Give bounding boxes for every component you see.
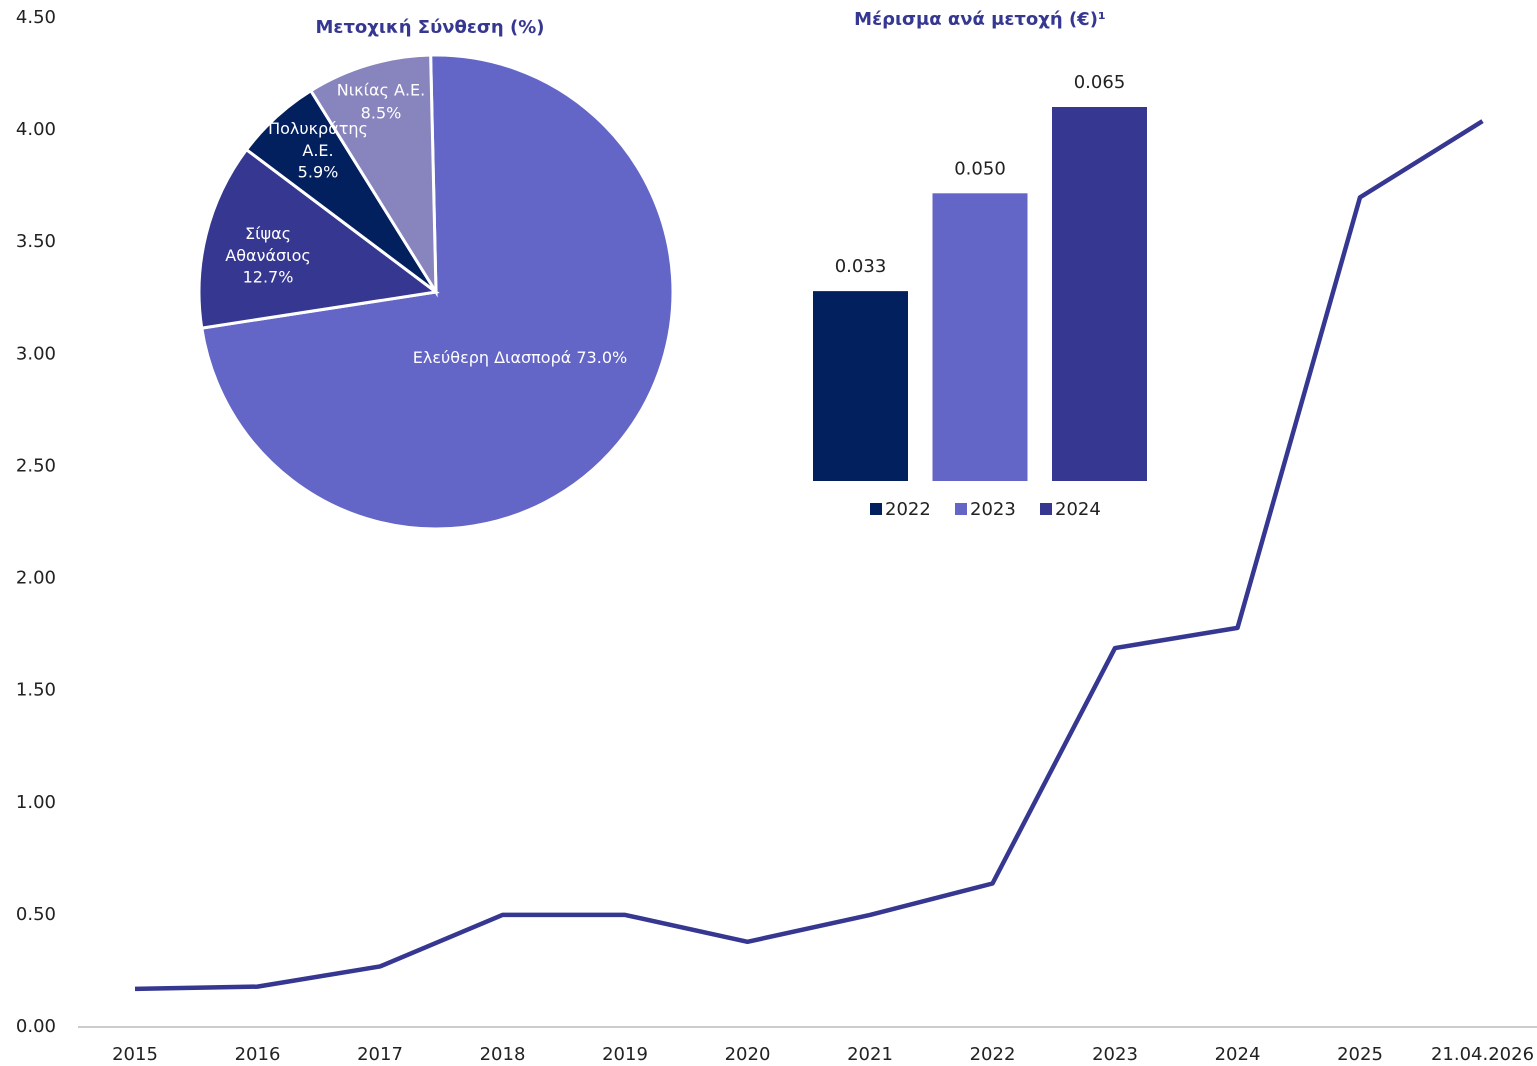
y-tick-label: 0.50 bbox=[16, 904, 56, 925]
y-tick-label: 1.50 bbox=[16, 680, 56, 701]
x-tick-label: 2024 bbox=[1215, 1044, 1261, 1065]
pie-label: Πολυκράτης Α.Ε. bbox=[268, 119, 368, 160]
pie-label-line: Πολυκράτης bbox=[268, 119, 368, 138]
x-tick-label: 2020 bbox=[725, 1044, 771, 1065]
y-tick-label: 4.50 bbox=[16, 7, 56, 28]
bar-title: Μέρισμα ανά μετοχή (€)¹ bbox=[854, 9, 1106, 30]
legend-swatch bbox=[955, 503, 967, 515]
bar-value-label: 0.065 bbox=[1074, 72, 1126, 93]
legend-swatch bbox=[1040, 503, 1052, 515]
x-tick-label: 2015 bbox=[112, 1044, 158, 1065]
pie-label-line: Αθανάσιος bbox=[225, 246, 311, 265]
line-series bbox=[134, 119, 1484, 992]
y-tick-label: 1.00 bbox=[16, 792, 56, 813]
pie-label: Σίψας Αθανάσιος bbox=[225, 224, 311, 265]
bar bbox=[932, 193, 1028, 482]
x-tick-label: 2021 bbox=[847, 1044, 893, 1065]
pie-label-name: Ελεύθερη Διασπορά bbox=[413, 348, 571, 367]
y-tick-label: 3.00 bbox=[16, 343, 56, 364]
x-tick-label: 2019 bbox=[602, 1044, 648, 1065]
y-tick-label: 3.50 bbox=[16, 231, 56, 252]
pie-value-label: 73.0% bbox=[576, 348, 627, 367]
x-tick-label: 2017 bbox=[357, 1044, 403, 1065]
pie-label-line: Α.Ε. bbox=[302, 141, 333, 160]
bar-value-label: 0.050 bbox=[954, 158, 1006, 179]
pie-slice bbox=[308, 53, 438, 298]
pie-label: Νικίας Α.Ε. bbox=[337, 81, 425, 100]
y-tick-label: 2.50 bbox=[16, 455, 56, 476]
bar bbox=[1052, 107, 1147, 481]
legend-swatch bbox=[870, 503, 882, 515]
x-tick-label: 2018 bbox=[480, 1044, 526, 1065]
pie-label: Ελεύθερη Διασπορά 73.0% bbox=[413, 348, 627, 367]
y-tick-label: 2.00 bbox=[16, 568, 56, 589]
y-tick-label: 4.00 bbox=[16, 119, 56, 140]
bar bbox=[813, 291, 908, 481]
x-tick-label: 2016 bbox=[235, 1044, 281, 1065]
x-tick-label: 21.04.2026 bbox=[1431, 1044, 1534, 1065]
pie-value-label: 5.9% bbox=[298, 163, 339, 182]
y-tick-label: 0.00 bbox=[16, 1016, 56, 1037]
pie-slice bbox=[197, 147, 440, 330]
legend-label: 2023 bbox=[970, 499, 1016, 520]
x-tick-label: 2025 bbox=[1337, 1044, 1383, 1065]
pie-title: Μετοχική Σύνθεση (%) bbox=[316, 17, 545, 38]
legend-label: 2022 bbox=[885, 499, 931, 520]
pie-value-label: 12.7% bbox=[243, 268, 294, 287]
pie-value-label: 8.5% bbox=[361, 104, 402, 123]
pie-label-line: Σίψας bbox=[245, 224, 291, 243]
x-tick-label: 2023 bbox=[1092, 1044, 1138, 1065]
legend-label: 2024 bbox=[1055, 499, 1101, 520]
x-tick-label: 2022 bbox=[970, 1044, 1016, 1065]
bar-value-label: 0.033 bbox=[835, 256, 887, 277]
